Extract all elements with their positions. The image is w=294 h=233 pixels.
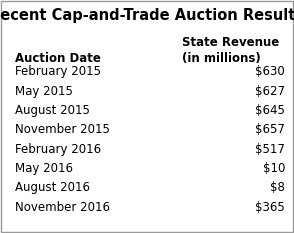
Text: November 2015: November 2015 [15, 123, 110, 136]
Text: $657: $657 [255, 123, 285, 136]
Text: State Revenue: State Revenue [182, 36, 280, 49]
Text: November 2016: November 2016 [15, 201, 110, 214]
Text: May 2015: May 2015 [15, 85, 73, 98]
Text: $10: $10 [263, 162, 285, 175]
Text: $645: $645 [255, 104, 285, 117]
Text: $517: $517 [255, 143, 285, 156]
Text: Recent Cap-and-Trade Auction Results: Recent Cap-and-Trade Auction Results [0, 8, 294, 23]
Text: $630: $630 [255, 65, 285, 78]
Text: August 2015: August 2015 [15, 104, 90, 117]
Text: $8: $8 [270, 181, 285, 194]
Text: February 2015: February 2015 [15, 65, 101, 78]
Text: $627: $627 [255, 85, 285, 98]
Text: $365: $365 [255, 201, 285, 214]
Text: August 2016: August 2016 [15, 181, 90, 194]
Text: February 2016: February 2016 [15, 143, 101, 156]
Text: (in millions): (in millions) [182, 52, 261, 65]
Text: May 2016: May 2016 [15, 162, 73, 175]
Text: Auction Date: Auction Date [15, 52, 101, 65]
